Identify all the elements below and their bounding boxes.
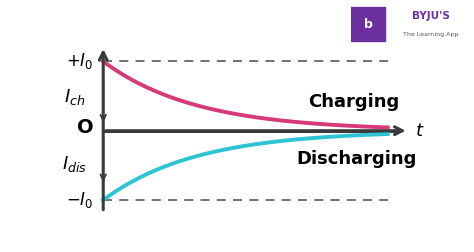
Text: $+I_0$: $+I_0$ [66, 51, 94, 71]
Text: Charging: Charging [308, 93, 400, 111]
Text: $I_{ch}$: $I_{ch}$ [64, 87, 85, 107]
Bar [351, 7, 385, 41]
Text: $t$: $t$ [415, 122, 424, 140]
Text: O: O [77, 118, 94, 137]
Text: b: b [364, 18, 373, 31]
Text: $-I_0$: $-I_0$ [66, 190, 94, 210]
Text: BYJU'S: BYJU'S [412, 11, 450, 21]
Text: $I_{dis}$: $I_{dis}$ [62, 154, 87, 174]
Text: The Learning App: The Learning App [403, 32, 458, 37]
Text: Discharging: Discharging [297, 150, 417, 168]
